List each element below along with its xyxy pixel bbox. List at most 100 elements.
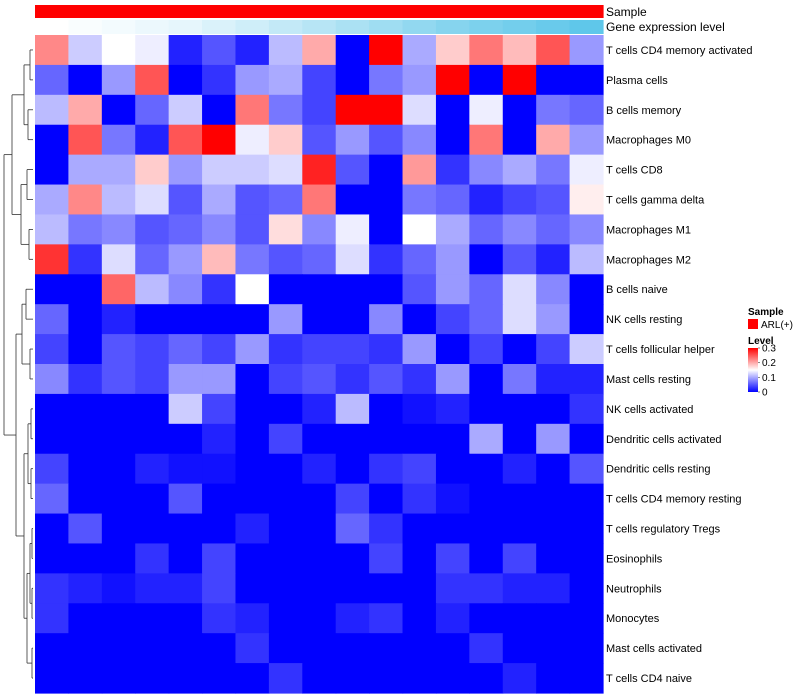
- heatmap-cell: [435, 124, 470, 156]
- heatmap-cell: [569, 543, 604, 574]
- heatmap-cell: [101, 184, 136, 216]
- heatmap-cell: [268, 154, 303, 186]
- heatmap-cell: [536, 334, 571, 365]
- expression-annotation-cell: [135, 20, 170, 34]
- row-label: Eosinophils: [606, 553, 663, 565]
- heatmap-cell: [268, 304, 303, 335]
- heatmap-cell: [536, 94, 571, 126]
- heatmap-cell: [402, 423, 437, 455]
- heatmap-cell: [369, 94, 404, 126]
- heatmap-cell: [369, 663, 404, 694]
- heatmap-cell: [469, 453, 504, 485]
- row-dendrogram: [3, 49, 33, 679]
- heatmap-cell: [68, 364, 103, 395]
- row-label: T cells regulatory Tregs: [606, 524, 721, 536]
- annotation-label-sample: Sample: [606, 5, 647, 19]
- heatmap-cell: [402, 124, 437, 156]
- heatmap-cell: [135, 483, 170, 515]
- heatmap-cell: [235, 513, 270, 545]
- heatmap-cell: [302, 304, 337, 335]
- heatmap-cell: [402, 364, 437, 395]
- row-label: Macrophages M2: [606, 254, 691, 266]
- heatmap-cell: [536, 304, 571, 335]
- heatmap-cell: [235, 124, 270, 156]
- heatmap-cell: [369, 154, 404, 186]
- heatmap-cell: [335, 304, 370, 335]
- row-label: NK cells resting: [606, 314, 682, 326]
- sample-annotation-cell: [369, 5, 404, 18]
- legend-level-colorbar: [748, 348, 758, 392]
- heatmap-cell: [68, 304, 103, 335]
- heatmap-cell: [235, 274, 270, 305]
- heatmap-cell: [202, 124, 237, 156]
- heatmap-cell: [268, 35, 303, 66]
- row-label: Mast cells resting: [606, 374, 691, 386]
- heatmap-cell: [502, 94, 537, 126]
- heatmap-cell: [268, 573, 303, 604]
- heatmap-cell: [202, 483, 237, 515]
- heatmap-cell: [302, 423, 337, 455]
- heatmap-cell: [369, 334, 404, 365]
- expression-annotation-cell: [335, 20, 370, 34]
- expression-annotation-cell: [235, 20, 270, 34]
- heatmap-cell: [168, 334, 203, 365]
- expression-annotation-cell: [402, 20, 437, 34]
- heatmap-cell: [502, 35, 537, 66]
- heatmap-cell: [302, 453, 337, 485]
- heatmap-cell: [536, 124, 571, 156]
- heatmap-cell: [168, 663, 203, 694]
- heatmap-cell: [101, 304, 136, 335]
- heatmap-cell: [202, 543, 237, 574]
- expression-annotation-cell: [469, 20, 504, 34]
- heatmap-cell: [268, 64, 303, 96]
- heatmap-cell: [335, 453, 370, 485]
- heatmap-cell: [569, 244, 604, 275]
- heatmap-cell: [101, 543, 136, 574]
- heatmap-cell: [268, 244, 303, 275]
- heatmap-cell: [469, 244, 504, 275]
- heatmap-cell: [168, 304, 203, 335]
- heatmap-cell: [135, 64, 170, 96]
- legend-sample-label: ARL(+): [761, 320, 793, 331]
- heatmap-cell: [135, 423, 170, 455]
- heatmap-cell: [536, 513, 571, 545]
- heatmap-cell: [469, 633, 504, 664]
- heatmap-cell: [168, 124, 203, 156]
- expression-annotation-cell: [536, 20, 571, 34]
- heatmap-cell: [101, 423, 136, 455]
- heatmap-cell: [35, 35, 70, 66]
- heatmap-cell: [469, 304, 504, 335]
- heatmap-cell: [469, 184, 504, 216]
- heatmap-cell: [101, 393, 136, 425]
- heatmap-cell: [202, 423, 237, 455]
- heatmap-cell: [402, 513, 437, 545]
- heatmap-cell: [435, 244, 470, 275]
- heatmap-cell: [202, 304, 237, 335]
- heatmap-cell: [235, 244, 270, 275]
- heatmap-cell: [435, 393, 470, 425]
- legend-level-title: Level: [748, 336, 774, 347]
- heatmap-cell: [168, 393, 203, 425]
- row-label: Dendritic cells resting: [606, 464, 711, 476]
- heatmap-cell: [302, 274, 337, 305]
- legend-level-tick-label: 0.1: [762, 373, 776, 384]
- heatmap-cell: [302, 633, 337, 664]
- heatmap-cell: [536, 35, 571, 66]
- heatmap-cell: [35, 94, 70, 126]
- heatmap-cell: [402, 274, 437, 305]
- heatmap-cell: [202, 663, 237, 694]
- heatmap-cell: [101, 513, 136, 545]
- row-label: Mast cells activated: [606, 643, 702, 655]
- heatmap-cell: [335, 244, 370, 275]
- heatmap-cell: [268, 214, 303, 245]
- heatmap-cell: [168, 214, 203, 245]
- heatmap-cell: [402, 663, 437, 694]
- heatmap-cell: [536, 423, 571, 455]
- heatmap-cell: [135, 184, 170, 216]
- heatmap-cell: [68, 35, 103, 66]
- heatmap-cell: [35, 453, 70, 485]
- sample-annotation-cell: [569, 5, 604, 18]
- heatmap-cell: [268, 124, 303, 156]
- heatmap-cell: [469, 603, 504, 634]
- heatmap-cell: [402, 483, 437, 515]
